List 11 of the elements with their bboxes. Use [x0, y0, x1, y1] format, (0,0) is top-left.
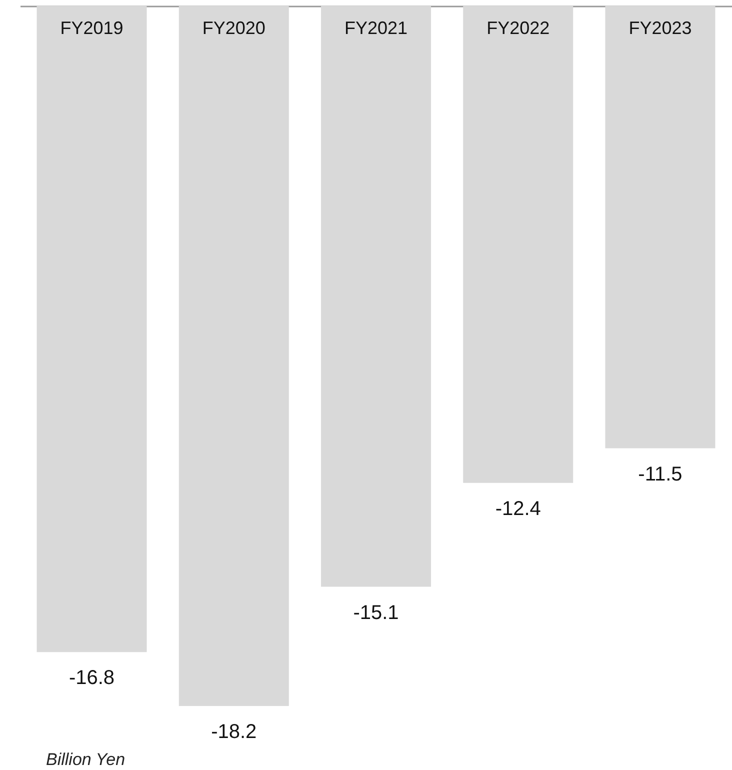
text: Billion Yen	[46, 750, 126, 769]
data-label: -16.8	[68, 667, 115, 690]
x-tick-label: FY2021	[344, 18, 408, 38]
x-tick-label: FY2022	[486, 18, 550, 38]
data-label: -11.5	[638, 463, 682, 486]
data-label: -15.1	[353, 602, 399, 624]
x-tick-label: FY2019	[60, 18, 124, 38]
data-label: -12.4	[495, 498, 541, 520]
x-tick-label: FY2020	[202, 18, 266, 38]
data-label: -18.2	[211, 721, 257, 743]
x-tick-label: FY2023	[628, 18, 692, 38]
